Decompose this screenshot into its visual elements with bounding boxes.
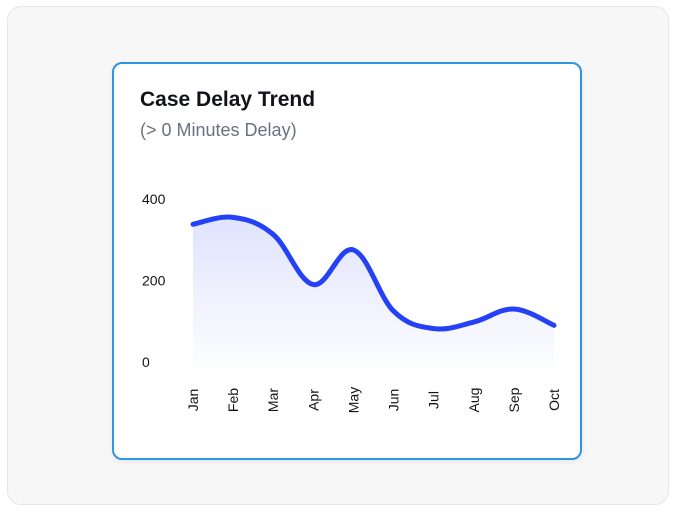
y-tick-label: 400 [142, 191, 166, 207]
area-chart: 0 200 400 Jan Feb Mar Apr May Jun Jul Aug Sep Oct [142, 191, 562, 413]
chart-subtitle: (> 0 Minutes Delay) [140, 120, 297, 140]
x-tick-label-apr: Apr [305, 389, 321, 411]
series-area [193, 217, 554, 378]
x-axis: Jan Feb Mar Apr May Jun Jul Aug Sep Oct [185, 387, 562, 413]
x-tick-label-feb: Feb [225, 388, 241, 412]
data-point-feb[interactable] [231, 215, 236, 220]
data-point-apr[interactable] [311, 282, 316, 287]
outer-frame: Case Delay Trend (> 0 Minutes Delay) 0 20… [7, 6, 669, 505]
data-point-may[interactable] [351, 247, 356, 252]
data-point-jul[interactable] [431, 326, 436, 331]
chart-card: Case Delay Trend (> 0 Minutes Delay) 0 20… [112, 62, 582, 460]
data-point-jan[interactable] [191, 222, 196, 227]
x-tick-label-mar: Mar [265, 388, 281, 412]
data-point-jun[interactable] [391, 309, 396, 314]
y-tick-label: 200 [142, 273, 166, 289]
y-tick-label: 0 [142, 354, 150, 370]
x-tick-label-jan: Jan [185, 389, 201, 412]
x-tick-label-oct: Oct [546, 389, 562, 411]
data-point-mar[interactable] [271, 232, 276, 237]
y-axis: 0 200 400 [142, 191, 166, 370]
chart-title: Case Delay Trend [140, 88, 316, 111]
x-tick-label-sep: Sep [506, 387, 522, 412]
series-line [190, 214, 557, 332]
x-tick-label-jul: Jul [426, 391, 442, 409]
data-point-sep[interactable] [511, 307, 516, 312]
x-tick-label-may: May [345, 387, 361, 413]
data-point-oct[interactable] [552, 323, 557, 328]
x-tick-label-jun: Jun [386, 389, 402, 412]
x-tick-label-aug: Aug [466, 388, 482, 413]
data-point-aug[interactable] [471, 320, 476, 325]
